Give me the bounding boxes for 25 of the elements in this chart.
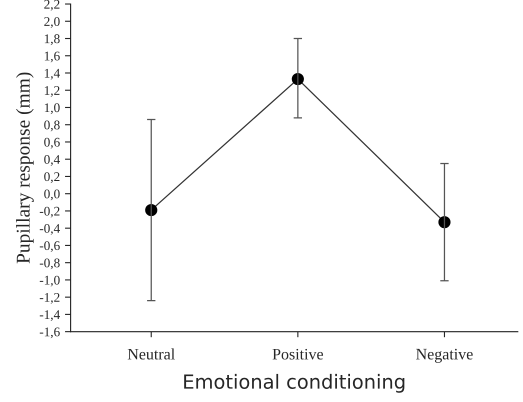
y-tick-label: -1,4 [40,310,60,322]
y-tick-label: 0,6 [44,138,60,149]
y-tick-label: 2,2 [44,0,60,11]
y-tick-label: 2,0 [44,17,60,28]
y-tick-label: 1,4 [44,68,60,80]
y-tick-label: -1,0 [40,276,60,287]
y-tick-label: 1,0 [44,103,60,114]
y-tick-label: -0,4 [40,224,60,235]
x-tick-label: Negative [416,348,473,363]
x-tick-label: Neutral [128,348,175,360]
y-tick-label: -1,6 [40,327,60,338]
y-tick-label: 0,4 [44,155,60,166]
x-tick-label: Positive [272,348,324,360]
y-tick-label: -0,6 [40,241,60,252]
y-tick-label: -0,2 [40,206,60,218]
y-tick-label: -1,2 [40,293,60,304]
y-tick-label: 0,0 [44,190,60,200]
y-tick-label: 1,6 [44,52,60,62]
y-tick-label: 0,2 [44,172,60,184]
y-tick-label: 1,8 [44,34,60,46]
y-tick-label: 1,2 [44,86,60,97]
x-axis-title: Emotional conditioning [184,374,404,393]
y-tick-label: 0,8 [44,120,60,132]
y-axis-title: Pupillary response (mm) [16,72,34,264]
y-tick-label: -0,8 [40,258,60,270]
